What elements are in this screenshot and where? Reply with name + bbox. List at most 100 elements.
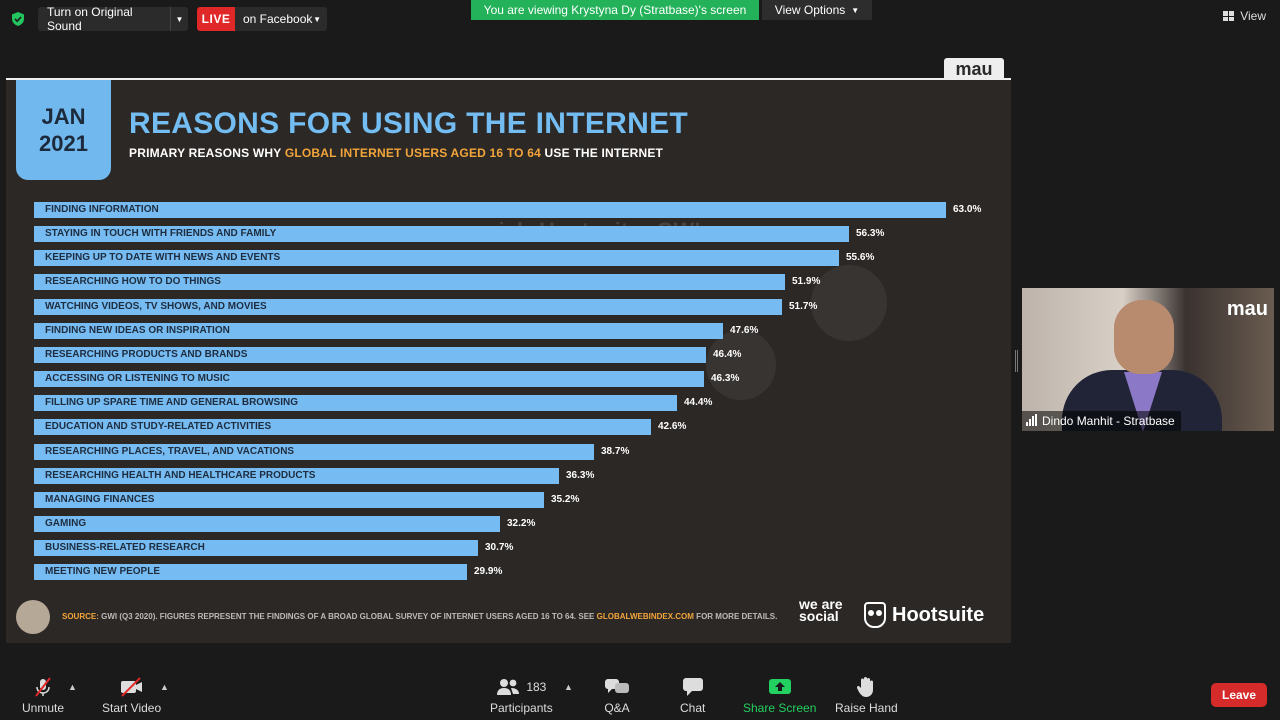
source-label: SOURCE: [62,612,99,621]
participants-label: Participants [490,701,553,715]
bar-label: KEEPING UP TO DATE WITH NEWS AND EVENTS [45,252,281,263]
panel-resize-handle[interactable] [1015,350,1018,372]
bar-value-label: 32.2% [507,518,536,529]
bar-row: MANAGING FINANCES 35.2% [34,492,604,508]
bar [34,395,677,411]
bar-value-label: 47.6% [730,325,759,336]
unmute-button[interactable]: Unmute [22,676,64,715]
bar-label: GAMING [45,518,87,529]
audio-options-caret[interactable]: ▲ [68,682,77,692]
bar-value-label: 30.7% [485,542,514,553]
slide-subtitle: PRIMARY REASONS WHY GLOBAL INTERNET USER… [129,146,663,160]
video-camera-off-icon [119,676,145,698]
signal-bars-icon [1026,414,1037,426]
bar-row: GAMING 32.2% [34,516,560,532]
bar [34,468,559,484]
bar-label: EDUCATION AND STUDY-RELATED ACTIVITIES [45,421,272,432]
date-month: JAN [41,104,86,129]
bar [34,516,500,532]
bar [34,226,849,242]
chat-label: Chat [680,701,706,715]
bar [34,371,704,387]
hootsuite-logo: Hootsuite [864,602,984,628]
source-text: GWI (Q3 2020). FIGURES REPRESENT THE FIN… [98,612,597,621]
bar [34,564,467,580]
view-options-button[interactable]: View Options ▼ [762,0,872,20]
bar-value-label: 44.4% [684,397,713,408]
participant-name: Dindo Manhit - Stratbase [1042,414,1175,428]
bar-label: STAYING IN TOUCH WITH FRIENDS AND FAMILY [45,228,277,239]
meeting-toolbar: Unmute ▲ Start Video ▲ 183 Participants … [0,664,1280,720]
video-options-caret[interactable]: ▲ [160,682,169,692]
bar [34,540,478,556]
bar-label: RESEARCHING HEALTH AND HEALTHCARE PRODUC… [45,470,316,481]
share-screen-label: Share Screen [743,701,817,715]
bar-chart: FINDING INFORMATION 63.0% STAYING IN TOUCH… [6,80,1011,643]
we-are-social-logo: we are social [799,596,843,624]
leave-button[interactable]: Leave [1211,683,1267,707]
bar-row: FILLING UP SPARE TIME AND GENERAL BROWSI… [34,395,737,411]
bar [34,444,594,460]
bar-label: WATCHING VIDEOS, TV SHOWS, AND MOVIES [45,301,267,312]
bar-row: WATCHING VIDEOS, TV SHOWS, AND MOVIES 51.… [34,299,842,315]
bar-row: BUSINESS-RELATED RESEARCH 30.7% [34,540,538,556]
participants-button[interactable]: 183 Participants [490,676,553,715]
bar [34,250,839,266]
bar-label: RESEARCHING PRODUCTS AND BRANDS [45,349,248,360]
video-head [1114,300,1174,374]
bar-label: FILLING UP SPARE TIME AND GENERAL BROWSI… [45,397,298,408]
bar-value-label: 36.3% [566,470,595,481]
bar-value-label: 42.6% [658,421,687,432]
bar [34,299,782,315]
unmute-label: Unmute [22,701,65,715]
participants-options-caret[interactable]: ▲ [564,682,573,692]
bar-value-label: 55.6% [846,252,875,263]
view-button[interactable]: View [1223,9,1266,23]
slide-source-note: SOURCE: GWI (Q3 2020). FIGURES REPRESENT… [62,612,777,621]
bar-label: RESEARCHING HOW TO DO THINGS [45,276,221,287]
view-options-label: View Options [774,3,846,17]
bar-row: MEETING NEW PEOPLE 29.9% [34,564,527,580]
viewing-screen-banner: You are viewing Krystyna Dy (Stratbase)'… [471,0,759,20]
video-tile-tag: mau [1226,298,1268,320]
bar-row: RESEARCHING HOW TO DO THINGS 51.9% [34,274,845,290]
original-sound-button[interactable]: Turn on Original Sound ▼ [38,5,188,33]
chevron-down-icon[interactable]: ▼ [170,7,188,31]
date-badge: JAN 2021 [16,80,111,180]
live-destination-dropdown[interactable]: on Facebook ▼ [235,7,327,31]
hootsuite-label: Hootsuite [892,603,985,626]
bar [34,419,651,435]
raise-hand-button[interactable]: Raise Hand [835,676,898,715]
participants-icon-group: 183 [496,676,546,698]
date-year: 2021 [39,131,88,156]
shared-screen-tag: mau [944,58,1004,80]
bar-row: RESEARCHING PRODUCTS AND BRANDS 46.4% [34,347,766,363]
owl-icon [864,602,886,628]
chevron-down-icon: ▼ [851,5,860,15]
bar [34,347,706,363]
participant-video-tile[interactable]: mau Dindo Manhit - Stratbase [1022,288,1274,431]
bar [34,492,544,508]
raise-hand-icon [856,676,876,698]
bar-value-label: 35.2% [551,494,580,505]
qa-label: Q&A [604,701,630,715]
decorative-circle [811,265,887,341]
chat-button[interactable]: Chat [680,676,705,715]
bar-value-label: 63.0% [953,204,982,215]
grid-view-icon [1223,11,1235,21]
shield-check-icon[interactable] [10,11,26,27]
meeting-top-bar: Turn on Original Sound ▼ LIVE on Faceboo… [0,0,1280,40]
bar-label: FINDING INFORMATION [45,204,159,215]
bar-label: FINDING NEW IDEAS OR INSPIRATION [45,325,230,336]
start-video-button[interactable]: Start Video [102,676,161,715]
share-screen-button[interactable]: Share Screen [743,676,816,715]
participant-count: 183 [526,680,547,694]
bar-value-label: 38.7% [601,446,630,457]
raise-hand-label: Raise Hand [835,701,898,715]
bar-value-label: 46.3% [711,373,740,384]
qa-button[interactable]: Q&A [604,676,630,715]
shared-screen-slide: we are social Hootsuite GWI. JAN 2021 RE… [6,78,1011,643]
live-badge[interactable]: LIVE [197,7,235,31]
bar-row: RESEARCHING PLACES, TRAVEL, AND VACATION… [34,444,654,460]
bar-row: FINDING NEW IDEAS OR INSPIRATION 47.6% [34,323,783,339]
